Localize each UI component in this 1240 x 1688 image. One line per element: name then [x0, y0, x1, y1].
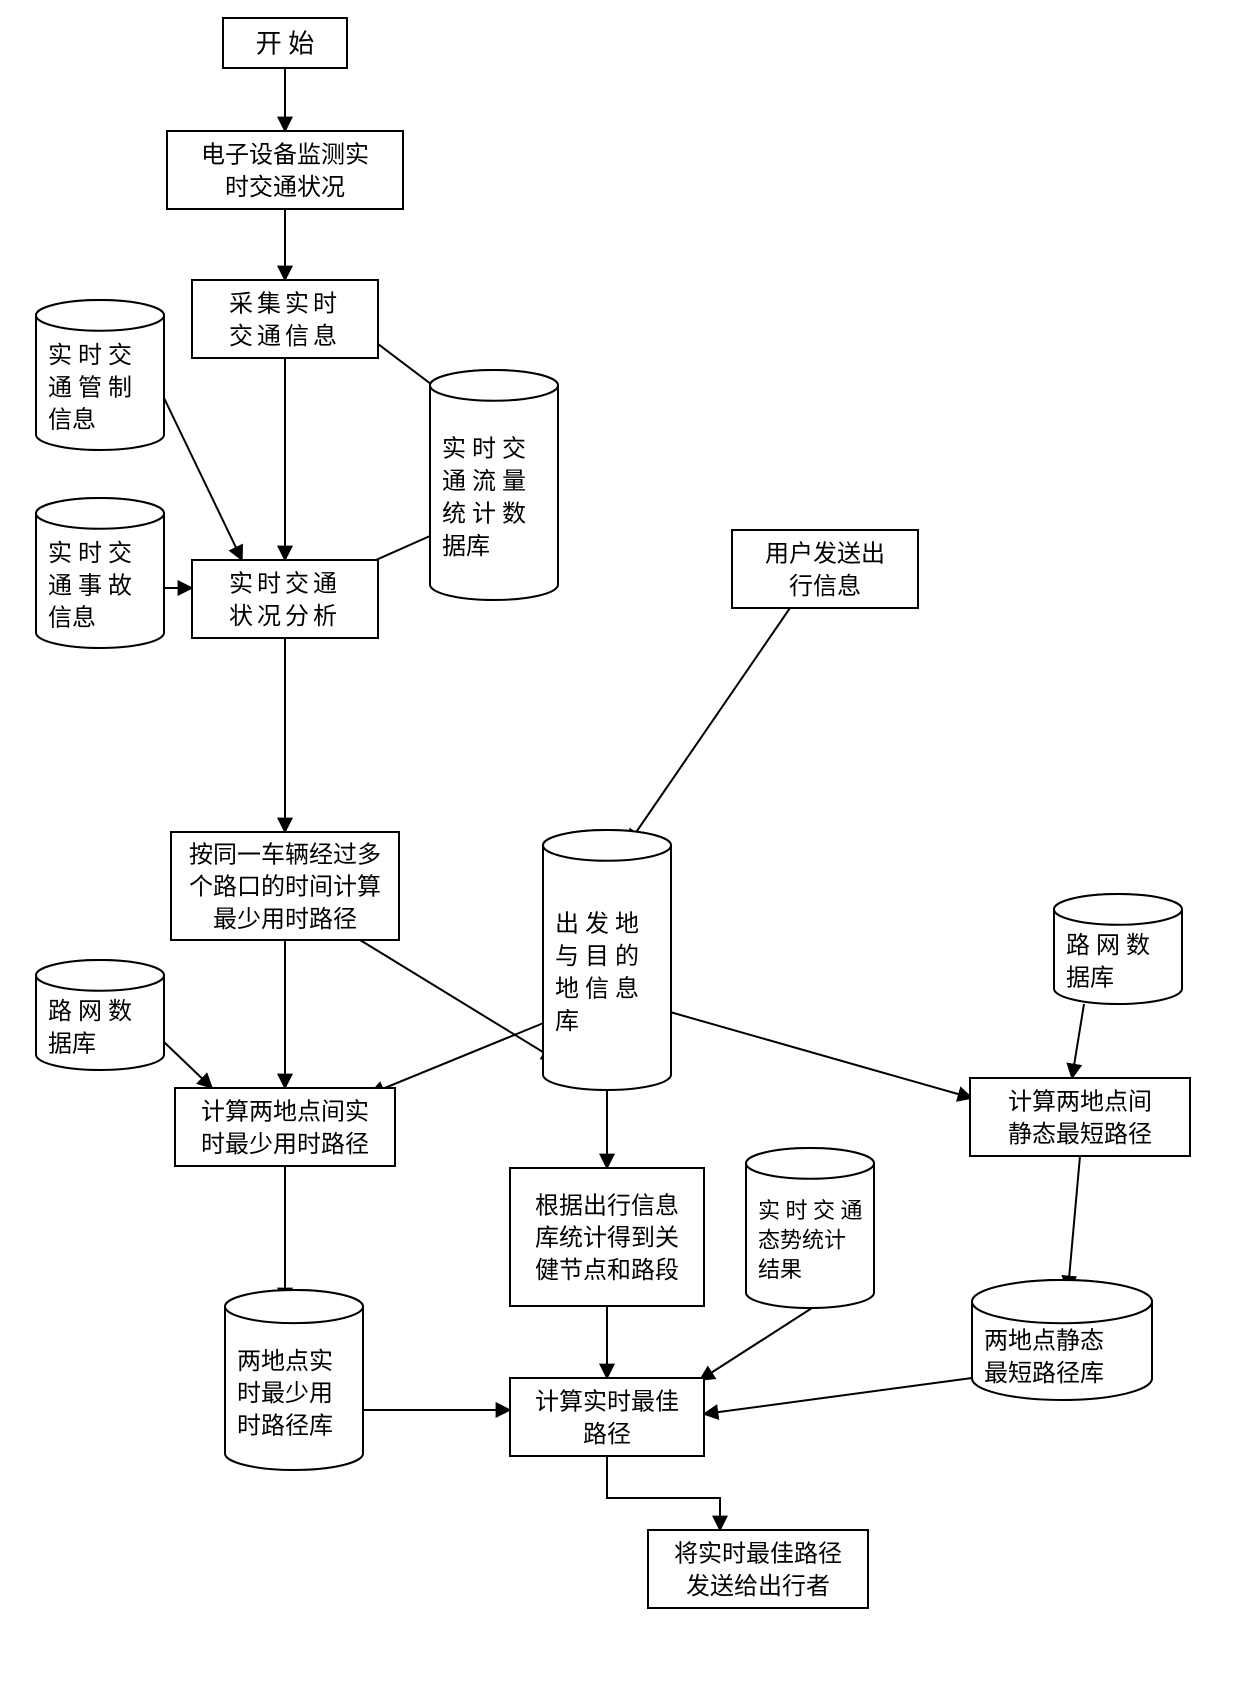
- node-key_nodes: 根据出行信息库统计得到关健节点和路段: [510, 1168, 704, 1306]
- node-calc_realtime: 计算两地点间实时最少用时路径: [175, 1088, 395, 1166]
- db_rt_path-label-1: 时最少用: [237, 1380, 333, 1407]
- db_origin-label-3: 库: [555, 1008, 579, 1035]
- db_flow-label-3: 据库: [442, 533, 490, 560]
- db_flow-label-1: 通 流 量: [442, 468, 526, 495]
- calc_realtime-label-0: 计算两地点间实: [201, 1099, 369, 1126]
- calc_vehicle-label-2: 最少用时路径: [213, 906, 357, 933]
- edge-10: [360, 940, 556, 1060]
- edge-14: [1072, 1004, 1084, 1078]
- key_nodes-label-2: 健节点和路段: [535, 1257, 679, 1284]
- node-db_flow: 实 时 交通 流 量统 计 数据库: [430, 370, 558, 600]
- node-db_net1: 路 网 数据库: [36, 960, 164, 1070]
- edge-8: [628, 608, 790, 844]
- edge-21: [700, 1308, 812, 1380]
- user_send-label-0: 用户发送出: [765, 541, 885, 568]
- node-db_control: 实 时 交通 管 制信息: [36, 300, 164, 450]
- db_net2-label-1: 据库: [1066, 964, 1114, 991]
- key_nodes-label-0: 根据出行信息: [535, 1192, 679, 1219]
- send_result-label-1: 发送给出行者: [686, 1573, 830, 1600]
- analyze-label-0: 实时交通: [229, 571, 341, 598]
- db_rt_path-label-0: 两地点实: [237, 1348, 333, 1375]
- node-db_net2: 路 网 数据库: [1054, 894, 1182, 1004]
- node-collect: 采集实时交通信息: [192, 280, 378, 358]
- db_net2-label-0: 路 网 数: [1066, 932, 1150, 959]
- db_net1-label-1: 据库: [48, 1030, 96, 1057]
- start-label-0: 开 始: [256, 29, 315, 58]
- db_control-label-0: 实 时 交: [48, 342, 132, 369]
- db_origin-label-2: 地 信 息: [555, 975, 639, 1002]
- node-start: 开 始: [223, 18, 347, 68]
- calc_realtime-label-1: 时最少用时路径: [201, 1131, 369, 1158]
- node-db_rt_path: 两地点实时最少用时路径库: [225, 1290, 363, 1470]
- node-db_accident: 实 时 交通 事 故信息: [36, 498, 164, 648]
- node-analyze: 实时交通状况分析: [192, 560, 378, 638]
- user_send-label-1: 行信息: [789, 573, 861, 600]
- edge-20: [704, 1378, 972, 1414]
- db_static-label-0: 两地点静态: [984, 1328, 1104, 1355]
- calc_vehicle-label-1: 个路口的时间计算: [189, 874, 381, 901]
- calc_vehicle-label-0: 按同一车辆经过多: [189, 841, 381, 868]
- monitor-label-0: 电子设备监测实: [201, 142, 369, 169]
- key_nodes-label-1: 库统计得到关: [535, 1225, 679, 1252]
- db_control-label-2: 信息: [48, 407, 96, 434]
- collect-label-0: 采集实时: [229, 291, 341, 318]
- db_accident-label-2: 信息: [48, 605, 96, 632]
- node-user_send: 用户发送出行信息: [732, 530, 918, 608]
- edge-11: [164, 1042, 212, 1088]
- edge-22: [607, 1456, 720, 1530]
- node-send_result: 将实时最佳路径发送给出行者: [648, 1530, 868, 1608]
- db_accident-label-1: 通 事 故: [48, 572, 132, 599]
- node-calc_static: 计算两地点间静态最短路径: [970, 1078, 1190, 1156]
- calc_best-label-1: 路径: [583, 1421, 631, 1448]
- db_origin-label-0: 出 发 地: [555, 911, 639, 938]
- db_flow-label-2: 统 计 数: [442, 500, 526, 527]
- db_trend-label-2: 结果: [758, 1257, 802, 1282]
- edge-4: [164, 398, 242, 560]
- db_trend-label-0: 实 时 交 通: [758, 1198, 863, 1223]
- edge-13: [670, 1012, 972, 1098]
- db_static-label-1: 最短路径库: [984, 1360, 1104, 1387]
- calc_static-label-1: 静态最短路径: [1008, 1121, 1152, 1148]
- db_net1-label-0: 路 网 数: [48, 998, 132, 1025]
- db_control-label-1: 通 管 制: [48, 374, 132, 401]
- edge-12: [370, 1022, 546, 1094]
- calc_static-label-0: 计算两地点间: [1008, 1089, 1152, 1116]
- node-db_trend: 实 时 交 通态势统计结果: [746, 1148, 874, 1308]
- node-calc_vehicle: 按同一车辆经过多个路口的时间计算最少用时路径: [171, 832, 399, 940]
- db_origin-label-1: 与 目 的: [555, 943, 639, 970]
- node-monitor: 电子设备监测实时交通状况: [167, 131, 403, 209]
- monitor-label-1: 时交通状况: [225, 174, 345, 201]
- send_result-label-0: 将实时最佳路径: [674, 1541, 842, 1568]
- db_rt_path-label-2: 时路径库: [237, 1413, 333, 1440]
- node-db_origin: 出 发 地与 目 的地 信 息库: [543, 830, 671, 1090]
- edge-17: [1068, 1156, 1080, 1290]
- calc_best-label-0: 计算实时最佳: [535, 1389, 679, 1416]
- db_trend-label-1: 态势统计: [758, 1228, 846, 1253]
- node-calc_best: 计算实时最佳路径: [510, 1378, 704, 1456]
- analyze-label-1: 状况分析: [229, 603, 341, 630]
- collect-label-1: 交通信息: [229, 323, 341, 350]
- db_accident-label-0: 实 时 交: [48, 540, 132, 567]
- db_flow-label-0: 实 时 交: [442, 436, 526, 463]
- node-db_static: 两地点静态最短路径库: [972, 1280, 1152, 1400]
